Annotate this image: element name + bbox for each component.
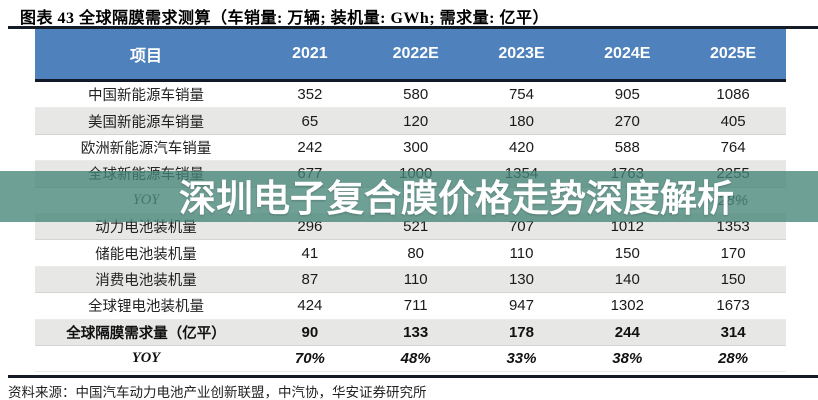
- row-label: 中国新能源车销量: [88, 88, 204, 105]
- cell-value: 87: [301, 270, 319, 288]
- cell-value: 521: [403, 218, 429, 236]
- cell-value: 130: [508, 270, 534, 288]
- cell-value: 764: [720, 138, 746, 156]
- cell-value: 754: [508, 86, 534, 104]
- cell-value: 300: [403, 138, 429, 156]
- cell-value: 242: [297, 138, 323, 156]
- cell-value: 707: [508, 218, 534, 236]
- cell-value: 711: [403, 297, 428, 315]
- source-note: 资料来源：中国汽车动力电池产业创新联盟，中汽协，华安证券研究所: [8, 385, 427, 400]
- cell-value: 41: [301, 244, 319, 262]
- cell-value: 33%: [506, 350, 537, 368]
- cell-value: 110: [509, 244, 534, 262]
- cell-value: 588: [614, 138, 640, 156]
- figure-title: 图表 43 全球隔膜需求测算（车销量: 万辆; 装机量: GWh; 需求量: 亿…: [20, 10, 549, 27]
- table-row-total: 全球隔膜需求量（亿平） 90 133 178 244 314: [35, 319, 786, 346]
- cell-value: 580: [403, 86, 429, 104]
- table-row: 欧洲新能源汽车销量 242 300 420 588 764: [35, 135, 786, 162]
- cell-value: 70%: [294, 350, 325, 368]
- cell-value: 28%: [718, 350, 749, 368]
- header-cell-item: 项目: [129, 48, 162, 65]
- table-row: 全球锂电池装机量 424 711 947 1302 1673: [35, 293, 786, 320]
- cell-value: 170: [720, 244, 746, 262]
- watermark-overlay-band: [0, 171, 818, 222]
- cell-value: 133: [403, 323, 429, 341]
- header-cell-2025e: 2025E: [709, 45, 757, 62]
- header-cell-2021: 2021: [292, 45, 328, 62]
- row-label: 动力电池装机量: [95, 220, 197, 237]
- cell-value: 150: [614, 244, 640, 262]
- cell-value: 140: [614, 270, 640, 288]
- cell-value: 405: [720, 112, 746, 130]
- cell-value: 296: [297, 218, 323, 236]
- cell-value: 420: [508, 138, 534, 156]
- cell-value: 38%: [612, 350, 643, 368]
- row-label: YOY: [131, 350, 161, 367]
- table-row-yoy: YOY 70% 48% 33% 38% 28%: [35, 346, 786, 373]
- cell-value: 270: [614, 112, 640, 130]
- table-header-row: 项目 2021 2022E 2023E 2024E 2025E: [35, 29, 786, 82]
- cell-value: 150: [720, 270, 746, 288]
- row-label: 消费电池装机量: [95, 272, 197, 289]
- header-cell-2022e: 2022E: [392, 45, 439, 62]
- cell-value: 314: [720, 323, 746, 341]
- cell-value: 180: [508, 112, 534, 130]
- cell-value: 1673: [716, 297, 750, 315]
- cell-value: 178: [508, 323, 534, 341]
- cell-value: 352: [297, 86, 323, 104]
- row-label: 欧洲新能源汽车销量: [80, 140, 212, 157]
- cell-value: 65: [301, 112, 319, 130]
- cell-value: 905: [614, 86, 640, 104]
- cell-value: 80: [407, 244, 425, 262]
- cell-value: 120: [403, 112, 429, 130]
- title-divider-rule: [8, 26, 818, 29]
- row-label: 储能电池装机量: [95, 246, 197, 263]
- cell-value: 48%: [400, 350, 431, 368]
- row-label: 美国新能源车销量: [88, 114, 204, 131]
- cell-value: 1012: [610, 218, 644, 236]
- table-bottom-rule: [8, 375, 818, 378]
- watermark-text: 深圳电子复合膜价格走势深度解析: [179, 178, 734, 219]
- cell-value: 424: [297, 297, 323, 315]
- row-label: 全球锂电池装机量: [88, 299, 204, 316]
- cell-value: 1086: [716, 86, 750, 104]
- table-row: 美国新能源车销量 65 120 180 270 405: [35, 108, 786, 135]
- table-row: 消费电池装机量 87 110 130 140 150: [35, 266, 786, 294]
- cell-value: 110: [403, 270, 428, 288]
- header-cell-2023e: 2023E: [498, 45, 545, 62]
- cell-value: 90: [301, 323, 319, 341]
- row-label: 全球隔膜需求量（亿平）: [66, 325, 226, 342]
- cell-value: 1302: [610, 297, 644, 315]
- cell-value: 947: [508, 297, 534, 315]
- header-cell-2024e: 2024E: [604, 45, 651, 62]
- cell-value: 244: [614, 323, 640, 341]
- table-row: 中国新能源车销量 352 580 754 905 1086: [35, 82, 786, 109]
- table-row: 储能电池装机量 41 80 110 150 170: [35, 240, 786, 267]
- cell-value: 1353: [716, 218, 750, 236]
